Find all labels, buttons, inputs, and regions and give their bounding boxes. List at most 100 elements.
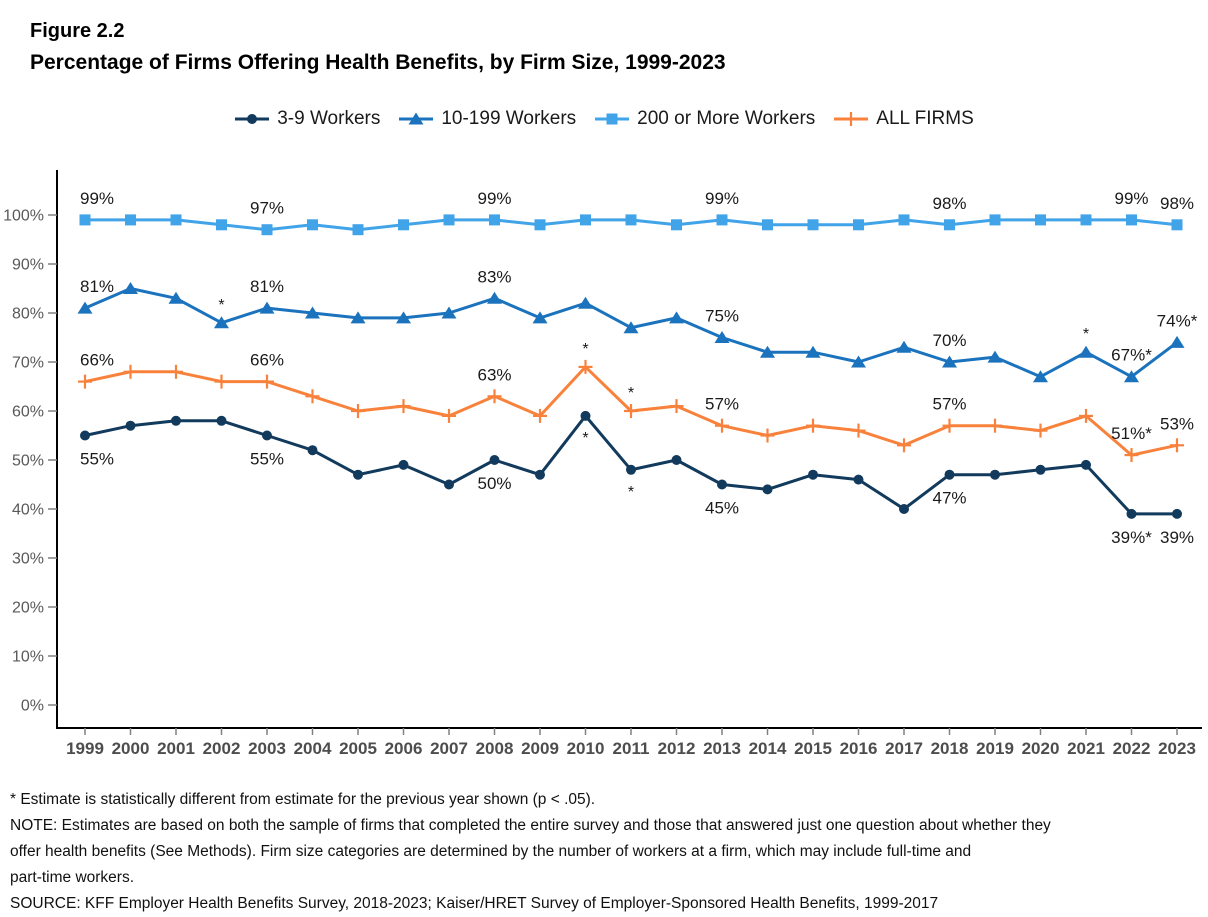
x-tick-label: 2023 [1158, 739, 1196, 758]
data-point-circle [1081, 459, 1091, 470]
data-point-square [853, 219, 864, 231]
x-tick-label: 2020 [1022, 739, 1060, 758]
x-tick-label: 2003 [248, 739, 286, 758]
x-tick-label: 2015 [794, 739, 832, 758]
data-point-triangle [714, 331, 730, 343]
data-point-triangle [669, 311, 684, 324]
x-tick-label: 1999 [66, 739, 104, 758]
x-tick-label: 2000 [112, 739, 150, 758]
data-point-square [398, 219, 409, 231]
legend-item-10-199-workers: 10-199 Workers [398, 108, 576, 130]
data-label-200-or-more-workers: 97% [250, 199, 284, 218]
data-point-triangle [1033, 370, 1048, 383]
y-tick-label: 50% [12, 453, 44, 470]
data-label-200-or-more-workers: 99% [705, 189, 739, 208]
legend-label: 10-199 Workers [441, 108, 577, 129]
x-tick-label: 2007 [430, 739, 468, 758]
data-point-square [1035, 214, 1046, 226]
data-point-triangle [942, 355, 957, 368]
y-tick-label: 40% [12, 502, 44, 519]
data-point-triangle [305, 306, 320, 319]
data-label-all-firms: 57% [705, 395, 739, 414]
x-tick-label: 2013 [703, 739, 741, 758]
y-tick-label: 30% [12, 551, 44, 568]
data-point-circle [80, 430, 90, 441]
data-point-triangle [1078, 345, 1094, 358]
data-point-triangle [259, 301, 275, 314]
asterisk-annotation: * [1083, 326, 1089, 343]
legend-item-all-firms: ALL FIRMS [833, 108, 974, 130]
series-3-9-workers: 55% 55% 50% 45% 47% 39%* 39% [80, 410, 1194, 547]
data-point-triangle [851, 355, 866, 368]
data-point-square [1080, 214, 1092, 226]
data-label-all-firms: 66% [80, 351, 114, 370]
data-point-circle [171, 415, 181, 426]
series-all-firms: 66% 66% 63% 57% 57% 51%* 53% [78, 351, 1194, 463]
x-tick-label: 2006 [385, 739, 423, 758]
data-point-square [216, 219, 227, 231]
data-point-square [989, 214, 1001, 226]
line-chart: 0% 10% 20% 30% 40% 50% 60% 70% 80% 90% 100% 1999 200… [3, 170, 1202, 758]
data-point-triangle [623, 321, 639, 334]
asterisk-annotation: * [628, 385, 634, 402]
data-point-square [443, 214, 455, 226]
data-point-square [79, 214, 91, 226]
data-point-circle [580, 410, 591, 421]
legend-label: 3-9 Workers [277, 108, 381, 129]
data-label-10-199-workers: 81% [80, 277, 114, 296]
data-point-circle [626, 464, 636, 475]
data-label-3-9-workers: 55% [250, 450, 284, 469]
legend-marker-plus-icon [834, 112, 869, 126]
x-tick-label: 2012 [658, 739, 696, 758]
y-tick-label: 0% [21, 698, 44, 715]
data-label-10-199-workers: 67%* [1111, 346, 1152, 365]
data-point-square [898, 214, 910, 226]
asterisk-annotation: * [582, 341, 588, 358]
data-point-square [261, 224, 273, 236]
data-label-200-or-more-workers: 98% [932, 194, 966, 213]
x-tick-label: 2016 [840, 739, 878, 758]
data-point-triangle [578, 296, 593, 309]
data-point-circle [307, 445, 318, 456]
data-label-200-or-more-workers: 99% [1114, 189, 1148, 208]
data-point-triangle [123, 282, 138, 294]
footnote-note-line1: NOTE: Estimates are based on both the sa… [10, 817, 1051, 834]
data-point-square [125, 214, 136, 226]
axes: 0% 10% 20% 30% 40% 50% 60% 70% 80% 90% 100% 1999 200… [3, 170, 1202, 758]
data-label-10-199-workers: 75% [705, 307, 739, 326]
y-tick-label: 60% [12, 404, 44, 421]
data-point-circle [125, 420, 136, 431]
data-point-triangle [487, 291, 502, 304]
data-label-all-firms: 57% [932, 395, 966, 414]
data-point-circle [671, 455, 682, 465]
data-point-circle [535, 469, 545, 480]
footnote-note-line2: offer health benefits (See Methods). Fir… [10, 843, 972, 860]
data-label-10-199-workers: 81% [250, 277, 284, 296]
x-tick-label: 2001 [157, 739, 195, 758]
data-point-square [170, 214, 182, 226]
data-label-all-firms: 53% [1160, 414, 1194, 433]
x-tick-label: 2008 [476, 739, 514, 758]
x-tick-label: 2004 [294, 739, 332, 758]
footnote-asterisk: * Estimate is statistically different fr… [10, 791, 596, 808]
legend-marker-triangle-icon [399, 112, 434, 125]
data-label-all-firms: 63% [477, 365, 511, 384]
data-point-circle [262, 430, 272, 441]
y-tick-label: 10% [12, 649, 44, 666]
data-point-square [625, 214, 637, 226]
legend-label: ALL FIRMS [876, 108, 974, 129]
data-point-circle [489, 455, 500, 465]
x-tick-label: 2019 [976, 739, 1014, 758]
data-label-all-firms: 66% [250, 351, 284, 370]
data-label-3-9-workers: 39%* [1111, 528, 1152, 547]
asterisk-annotation: * [218, 297, 224, 314]
data-point-circle [853, 474, 864, 485]
y-tick-label: 100% [3, 208, 44, 225]
data-point-circle [899, 504, 909, 514]
legend-item-200-or-more-workers: 200 or More Workers [594, 108, 815, 130]
data-point-triangle [441, 306, 457, 319]
footnote-note-line3: part-time workers. [10, 869, 135, 886]
data-point-square [534, 219, 546, 231]
x-tick-label: 2018 [931, 739, 969, 758]
data-point-square [944, 219, 955, 231]
